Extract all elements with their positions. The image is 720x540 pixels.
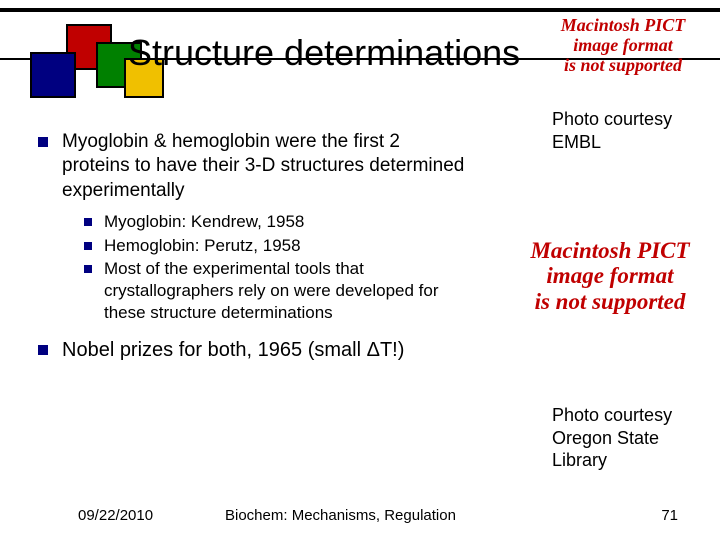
- bullet-marker: [84, 265, 92, 273]
- bullet-0: Myoglobin & hemoglobin were the first 2 …: [38, 130, 468, 203]
- subbullet-0-1: Hemoglobin: Perutz, 1958: [84, 235, 468, 257]
- slide-title: Structure determinations: [128, 32, 520, 73]
- subbullet-0-1-text: Hemoglobin: Perutz, 1958: [104, 235, 468, 257]
- header-rule-top: [0, 8, 720, 12]
- bullet-marker: [84, 242, 92, 250]
- subbullet-0-2: Most of the experimental tools that crys…: [84, 258, 468, 323]
- title-text: Structure determinations: [128, 32, 520, 73]
- subbullet-0-0: Myoglobin: Kendrew, 1958: [84, 211, 468, 233]
- bullet-0-text: Myoglobin & hemoglobin were the first 2 …: [62, 130, 468, 203]
- pict-line3: is not supported: [510, 289, 710, 314]
- subbullet-0-2-text: Most of the experimental tools that crys…: [104, 258, 468, 323]
- bullet-marker: [38, 345, 48, 355]
- bullet-1: Nobel prizes for both, 1965 (small ΔT!): [38, 338, 468, 364]
- subbullet-0-0-text: Myoglobin: Kendrew, 1958: [104, 211, 468, 233]
- pict-line3: is not supported: [538, 56, 708, 76]
- pict-line1: Macintosh PICT: [538, 16, 708, 36]
- pict-placeholder-bottom: Macintosh PICT image format is not suppo…: [510, 238, 710, 314]
- bullet-0-sublist: Myoglobin: Kendrew, 1958 Hemoglobin: Per…: [84, 211, 468, 324]
- bullet-marker: [84, 218, 92, 226]
- footer-page: 71: [661, 507, 678, 524]
- pict-placeholder-top: Macintosh PICT image format is not suppo…: [538, 16, 708, 75]
- pict-line2: image format: [510, 263, 710, 288]
- footer-center: Biochem: Mechanisms, Regulation: [225, 507, 456, 524]
- content-area: Myoglobin & hemoglobin were the first 2 …: [38, 130, 468, 371]
- footer-date: 09/22/2010: [78, 507, 153, 524]
- pict-line1: Macintosh PICT: [510, 238, 710, 263]
- bullet-1-text: Nobel prizes for both, 1965 (small ΔT!): [62, 338, 468, 364]
- caption-top: Photo courtesy EMBL: [552, 108, 712, 153]
- pict-line2: image format: [538, 36, 708, 56]
- bullet-marker: [38, 137, 48, 147]
- logo-box-blue: [30, 52, 76, 98]
- caption-bottom: Photo courtesy Oregon State Library: [552, 404, 712, 472]
